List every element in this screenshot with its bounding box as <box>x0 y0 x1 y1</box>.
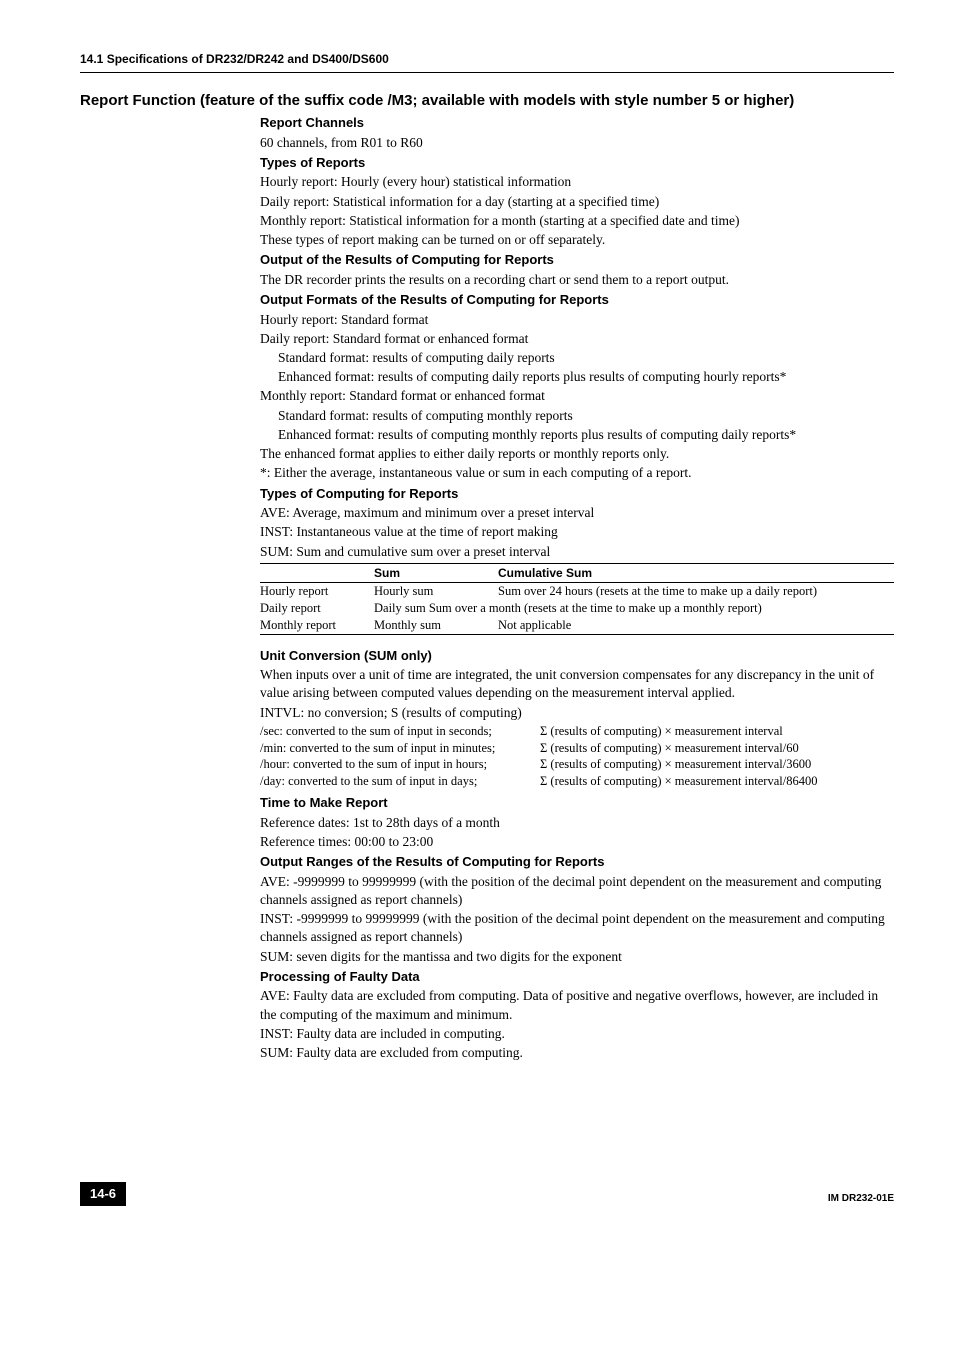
conversion-left: /sec: converted to the sum of input in s… <box>260 723 540 740</box>
text-line: Daily report: Standard format or enhance… <box>260 330 894 348</box>
text-line: *: Either the average, instantaneous val… <box>260 464 894 482</box>
table-row: Monthly report Monthly sum Not applicabl… <box>260 617 894 634</box>
text-line: 60 channels, from R01 to R60 <box>260 134 894 152</box>
document-id: IM DR232-01E <box>828 1192 894 1206</box>
heading-time-make-report: Time to Make Report <box>260 794 894 812</box>
text-line: When inputs over a unit of time are inte… <box>260 666 894 702</box>
heading-types-of-reports: Types of Reports <box>260 154 894 172</box>
conversion-right: Σ (results of computing) × measurement i… <box>540 773 894 790</box>
heading-processing-faulty: Processing of Faulty Data <box>260 968 894 986</box>
text-line: SUM: Faulty data are excluded from compu… <box>260 1044 894 1062</box>
table-cell: Sum over 24 hours (resets at the time to… <box>498 582 894 599</box>
page-footer: 14-6 IM DR232-01E <box>80 1182 894 1206</box>
text-line: Standard format: results of computing mo… <box>278 407 894 425</box>
computing-table: Sum Cumulative Sum Hourly report Hourly … <box>260 563 894 635</box>
text-line: AVE: Average, maximum and minimum over a… <box>260 504 894 522</box>
text-line: INST: Instantaneous value at the time of… <box>260 523 894 541</box>
table-cell: Not applicable <box>498 617 894 634</box>
heading-unit-conversion: Unit Conversion (SUM only) <box>260 647 894 665</box>
conversion-right: Σ (results of computing) × measurement i… <box>540 740 894 757</box>
conversion-left: /hour: converted to the sum of input in … <box>260 756 540 773</box>
text-line: INTVL: no conversion; S (results of comp… <box>260 704 894 722</box>
text-line: The DR recorder prints the results on a … <box>260 271 894 289</box>
conversion-left: /day: converted to the sum of input in d… <box>260 773 540 790</box>
text-line: Monthly report: Standard format or enhan… <box>260 387 894 405</box>
text-line: AVE: Faulty data are excluded from compu… <box>260 987 894 1023</box>
text-line: SUM: Sum and cumulative sum over a prese… <box>260 543 894 561</box>
text-line: SUM: seven digits for the mantissa and t… <box>260 948 894 966</box>
conversion-row: /hour: converted to the sum of input in … <box>260 756 894 773</box>
text-line: Reference dates: 1st to 28th days of a m… <box>260 814 894 832</box>
table-header <box>260 563 374 582</box>
text-line: AVE: -9999999 to 99999999 (with the posi… <box>260 873 894 909</box>
page-header: 14.1 Specifications of DR232/DR242 and D… <box>80 50 894 73</box>
table-cell: Daily report <box>260 600 374 617</box>
conversion-row: /min: converted to the sum of input in m… <box>260 740 894 757</box>
table-cell: Hourly sum <box>374 582 498 599</box>
table-cell: Monthly report <box>260 617 374 634</box>
conversion-right: Σ (results of computing) × measurement i… <box>540 723 894 740</box>
conversion-right: Σ (results of computing) × measurement i… <box>540 756 894 773</box>
text-line: The enhanced format applies to either da… <box>260 445 894 463</box>
conversion-left: /min: converted to the sum of input in m… <box>260 740 540 757</box>
table-header: Cumulative Sum <box>498 563 894 582</box>
table-cell: Monthly sum <box>374 617 498 634</box>
table-cell: Daily sum Sum over a month (resets at th… <box>374 600 894 617</box>
heading-output-results: Output of the Results of Computing for R… <box>260 251 894 269</box>
table-row: Hourly report Hourly sum Sum over 24 hou… <box>260 582 894 599</box>
text-line: Reference times: 00:00 to 23:00 <box>260 833 894 851</box>
text-line: INST: -9999999 to 99999999 (with the pos… <box>260 910 894 946</box>
text-line: Hourly report: Standard format <box>260 311 894 329</box>
heading-report-channels: Report Channels <box>260 114 894 132</box>
page-title: Report Function (feature of the suffix c… <box>80 91 894 111</box>
heading-output-formats: Output Formats of the Results of Computi… <box>260 291 894 309</box>
table-cell: Hourly report <box>260 582 374 599</box>
text-line: Standard format: results of computing da… <box>278 349 894 367</box>
conversion-row: /sec: converted to the sum of input in s… <box>260 723 894 740</box>
text-line: These types of report making can be turn… <box>260 231 894 249</box>
section-path: 14.1 Specifications of DR232/DR242 and D… <box>80 52 389 66</box>
content-area: Report Channels 60 channels, from R01 to… <box>260 114 894 1062</box>
text-line: INST: Faulty data are included in comput… <box>260 1025 894 1043</box>
text-line: Enhanced format: results of computing da… <box>278 368 894 386</box>
text-line: Enhanced format: results of computing mo… <box>278 426 894 444</box>
table-header: Sum <box>374 563 498 582</box>
text-line: Daily report: Statistical information fo… <box>260 193 894 211</box>
table-row: Daily report Daily sum Sum over a month … <box>260 600 894 617</box>
heading-output-ranges: Output Ranges of the Results of Computin… <box>260 853 894 871</box>
text-line: Monthly report: Statistical information … <box>260 212 894 230</box>
heading-types-computing: Types of Computing for Reports <box>260 485 894 503</box>
table-header-row: Sum Cumulative Sum <box>260 563 894 582</box>
conversion-row: /day: converted to the sum of input in d… <box>260 773 894 790</box>
text-line: Hourly report: Hourly (every hour) stati… <box>260 173 894 191</box>
page-number: 14-6 <box>80 1182 126 1206</box>
